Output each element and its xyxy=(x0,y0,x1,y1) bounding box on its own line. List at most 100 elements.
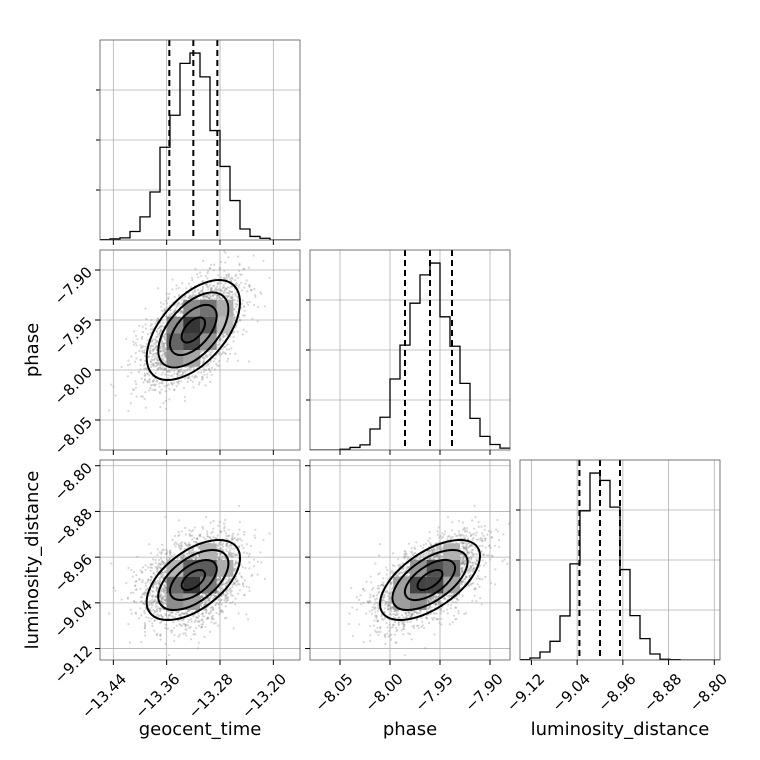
sample-point xyxy=(149,328,152,331)
sample-point xyxy=(130,392,133,395)
sample-point xyxy=(143,354,147,357)
sample-point xyxy=(203,295,206,298)
sample-point xyxy=(201,618,204,622)
sample-point xyxy=(143,602,146,605)
sample-point xyxy=(176,303,179,306)
sample-point xyxy=(159,594,162,598)
sample-point xyxy=(198,381,201,384)
sample-point xyxy=(247,303,250,306)
sample-point xyxy=(190,295,193,298)
sample-point xyxy=(155,673,157,675)
sample-point xyxy=(235,245,237,247)
sample-point xyxy=(224,287,227,290)
sample-point xyxy=(208,293,211,296)
sample-point xyxy=(229,548,232,552)
sample-point xyxy=(238,284,241,287)
sample-point xyxy=(160,597,163,600)
sample-point xyxy=(149,566,152,569)
sample-point xyxy=(155,570,158,573)
sample-point xyxy=(232,313,236,316)
sample-point xyxy=(212,608,215,611)
sample-point xyxy=(156,369,159,372)
sample-point xyxy=(205,365,208,368)
sample-point xyxy=(149,360,153,363)
sample-point xyxy=(228,291,231,294)
sample-point xyxy=(226,286,230,289)
sample-point xyxy=(222,276,225,279)
sample-point xyxy=(217,274,220,277)
sample-point xyxy=(210,287,213,291)
sample-point xyxy=(160,590,163,593)
sample-point xyxy=(243,579,246,582)
sample-point xyxy=(229,551,232,554)
sample-point xyxy=(206,272,209,275)
sample-point xyxy=(180,558,183,561)
sample-point xyxy=(132,340,135,343)
sample-point xyxy=(183,370,187,373)
sample-point xyxy=(197,624,201,628)
sample-point xyxy=(238,318,242,321)
sample-point xyxy=(224,282,227,285)
sample-point xyxy=(174,613,177,616)
sample-point xyxy=(164,342,167,345)
sample-point xyxy=(201,595,204,598)
sample-point xyxy=(244,282,247,285)
sample-point xyxy=(143,351,146,354)
sample-point xyxy=(163,335,166,338)
sample-point xyxy=(217,360,221,363)
sample-point xyxy=(120,365,123,369)
sample-point xyxy=(175,380,179,384)
sample-point xyxy=(156,633,159,636)
sample-point xyxy=(171,615,175,618)
sample-point xyxy=(226,333,229,336)
sample-point xyxy=(202,536,205,539)
sample-point xyxy=(187,297,190,300)
sample-point xyxy=(159,609,162,612)
sample-point xyxy=(162,588,165,591)
histogram-step-line xyxy=(100,52,300,240)
sample-point xyxy=(154,581,157,584)
sample-point xyxy=(245,613,248,616)
sample-point xyxy=(152,572,155,575)
sample-point xyxy=(192,366,195,369)
sample-point xyxy=(206,376,209,379)
sample-point xyxy=(173,626,176,629)
sample-point xyxy=(163,562,166,566)
sample-point xyxy=(244,566,247,570)
sample-point xyxy=(180,624,183,628)
sample-point xyxy=(239,319,242,322)
sample-point xyxy=(254,528,257,531)
sample-point xyxy=(248,586,251,589)
sample-point xyxy=(159,563,162,567)
sample-point xyxy=(152,379,155,382)
sample-point xyxy=(174,545,177,548)
sample-point xyxy=(215,285,219,288)
sample-point xyxy=(158,385,161,388)
sample-point xyxy=(176,372,179,375)
sample-point xyxy=(217,557,220,560)
sample-point xyxy=(155,586,158,589)
sample-point xyxy=(162,368,165,371)
sample-point xyxy=(132,600,136,603)
sample-point xyxy=(144,568,147,572)
sample-point xyxy=(230,285,233,288)
sample-point xyxy=(158,607,162,610)
sample-point xyxy=(248,567,251,570)
sample-point xyxy=(228,578,231,581)
sample-point xyxy=(179,615,182,618)
sample-point xyxy=(202,356,205,359)
sample-point xyxy=(166,384,169,387)
sample-point xyxy=(201,289,204,292)
sample-point xyxy=(152,352,155,355)
sample-point xyxy=(230,544,233,547)
sample-point xyxy=(222,286,225,289)
sample-point xyxy=(161,602,164,605)
sample-point xyxy=(191,278,194,282)
sample-point xyxy=(189,295,192,298)
sample-point xyxy=(191,291,194,294)
sample-point xyxy=(209,370,212,373)
sample-point xyxy=(196,298,199,301)
sample-point xyxy=(139,600,142,604)
sample-point xyxy=(205,617,209,621)
sample-point xyxy=(145,342,148,345)
